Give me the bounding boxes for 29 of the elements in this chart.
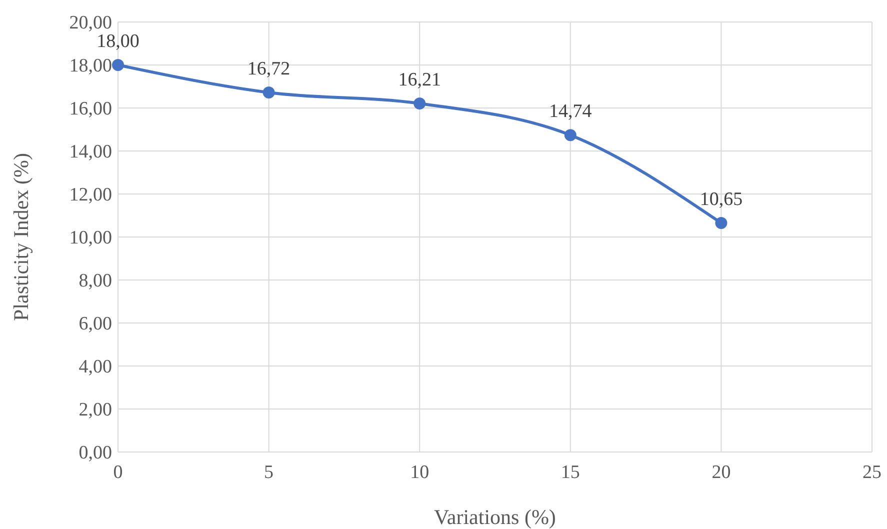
x-tick-label: 25 [862, 462, 882, 483]
point [564, 129, 576, 142]
data-label: 14,74 [549, 101, 592, 122]
point [112, 59, 124, 71]
y-tick-label: 12,00 [69, 184, 112, 206]
y-tick-label: 14,00 [69, 142, 112, 163]
point [262, 86, 275, 99]
y-tick-label: 4,00 [78, 356, 112, 378]
x-tick-label: 15 [560, 462, 580, 483]
data-label: 16,21 [398, 69, 441, 90]
y-tick-label: 0,00 [78, 442, 112, 464]
x-tick-label: 20 [712, 462, 731, 483]
y-tick-label: 18,00 [69, 56, 112, 77]
y-tick-label: 16,00 [69, 98, 112, 120]
x-axis-title: Variations (%) [434, 505, 556, 529]
y-axis-title: Plasticity Index (%) [9, 153, 33, 321]
point [715, 217, 728, 230]
x-tick-label: 0 [113, 462, 123, 483]
data-label: 16,72 [247, 58, 290, 80]
y-tick-label: 6,00 [78, 314, 112, 335]
x-tick-label: 5 [264, 462, 274, 483]
data-label: 18,00 [96, 31, 140, 52]
data-label: 10,65 [700, 189, 743, 210]
y-tick-label: 10,00 [69, 228, 112, 249]
y-tick-label: 20,00 [69, 12, 112, 34]
y-tick-label: 2,00 [78, 400, 112, 421]
point [414, 97, 426, 110]
y-tick-label: 8,00 [78, 270, 112, 292]
x-tick-label: 10 [410, 462, 430, 483]
